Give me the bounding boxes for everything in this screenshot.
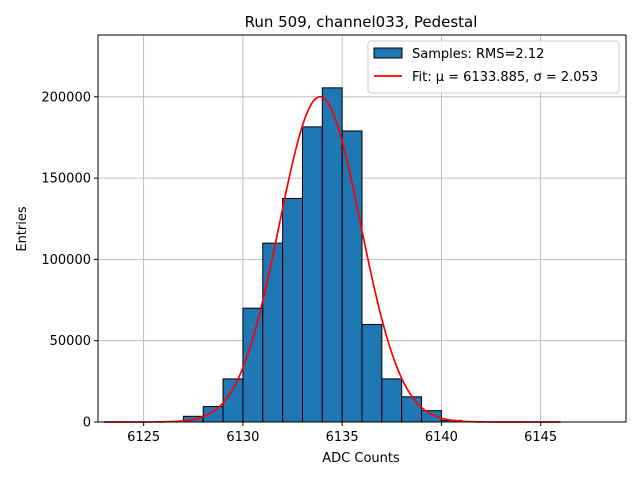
histogram-bar	[242, 307, 264, 423]
x-tick-label: 6140	[425, 430, 458, 445]
histogram-bar	[321, 87, 343, 423]
y-tick-label: 200000	[41, 90, 91, 105]
histogram-bar	[421, 410, 442, 423]
legend-histogram-label: Samples: RMS=2.12	[412, 47, 544, 62]
histogram-bar	[361, 323, 383, 423]
x-tick-label: 6135	[326, 430, 359, 445]
x-tick-label: 6145	[524, 430, 557, 445]
legend-box	[367, 40, 620, 94]
plot-frame	[97, 34, 627, 423]
histogram-bar	[341, 130, 363, 423]
x-tick-label: 6130	[226, 430, 259, 445]
y-tick-label: 100000	[41, 253, 91, 268]
y-axis: 0 50000 100000 150000 200000	[41, 90, 98, 431]
legend: Samples: RMS=2.12 Fit: μ = 6133.885, σ =…	[367, 40, 620, 94]
y-tick-label: 150000	[41, 172, 91, 187]
histogram-bar	[381, 378, 403, 423]
histogram-bar	[262, 242, 284, 423]
x-axis: 6125 6130 6135 6140 6145	[127, 422, 557, 445]
y-tick-label: 50000	[50, 334, 91, 349]
legend-fit-label: Fit: μ = 6133.885, σ = 2.053	[412, 70, 598, 85]
legend-histogram-swatch	[373, 47, 403, 59]
histogram-bar	[282, 197, 303, 423]
x-axis-label: ADC Counts	[322, 451, 400, 466]
chart-title: Run 509, channel033, Pedestal	[245, 13, 478, 31]
y-axis-label: Entries	[15, 206, 30, 252]
histogram-bar	[202, 406, 224, 423]
histogram-bar	[401, 396, 423, 423]
x-tick-label: 6125	[127, 430, 160, 445]
histogram-bar	[301, 126, 323, 423]
y-tick-label: 0	[83, 416, 91, 431]
